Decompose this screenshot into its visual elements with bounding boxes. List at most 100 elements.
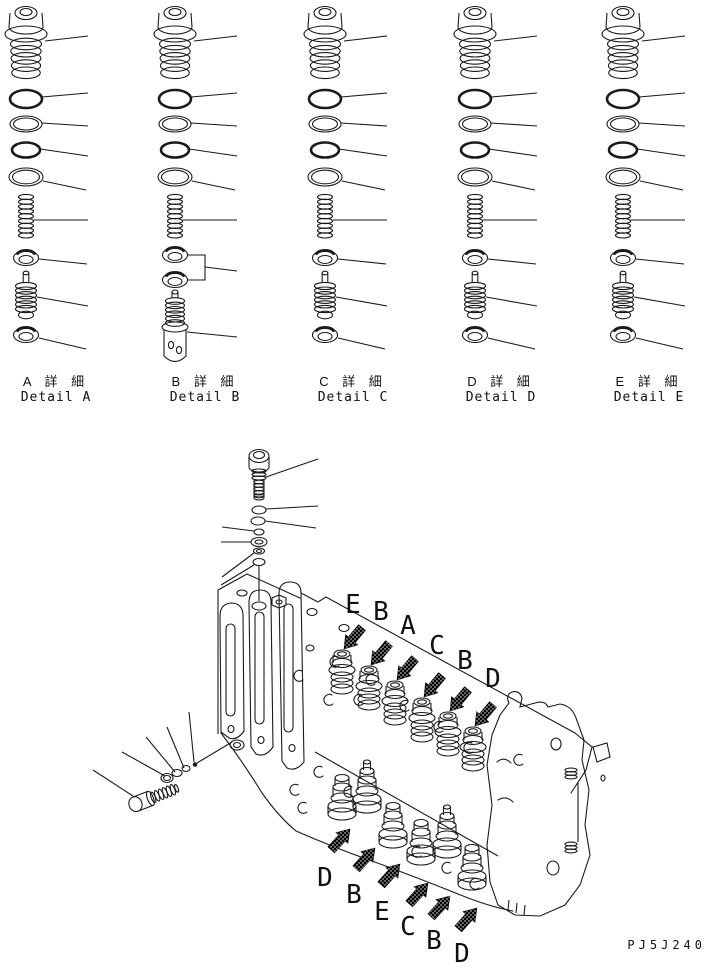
leader-line <box>490 92 538 98</box>
part-outline <box>14 5 38 21</box>
part-outline <box>411 705 433 717</box>
part-outline <box>355 785 379 797</box>
part-outline <box>160 772 174 784</box>
detail-label-d-en: Detail D <box>465 390 537 405</box>
body-outline <box>343 785 354 798</box>
part-outline <box>461 754 485 766</box>
ball <box>192 762 198 767</box>
part-outline <box>462 734 484 746</box>
exploded-bolt <box>128 784 180 813</box>
body-outline <box>157 26 193 35</box>
part-outline <box>463 300 487 309</box>
port-arrow-label-bottom-6: D <box>454 939 470 968</box>
part-outline <box>153 25 197 43</box>
part-outline <box>467 331 483 342</box>
part-outline <box>14 300 38 309</box>
part-outline <box>253 528 265 536</box>
part-outline <box>303 25 347 43</box>
port-arrow-label-top-6: D <box>485 664 501 694</box>
part-outline <box>166 232 184 239</box>
part-outline <box>357 687 381 699</box>
part-outline <box>378 835 408 849</box>
body-outline <box>300 592 576 734</box>
part-outline <box>252 557 266 567</box>
part-outline <box>159 59 191 72</box>
part-outline <box>463 295 487 304</box>
part-outline <box>318 7 332 17</box>
part-outline <box>611 300 635 309</box>
part-outline <box>383 714 407 726</box>
part-outline <box>410 731 434 743</box>
part-outline <box>14 286 38 295</box>
body-outline <box>16 325 36 332</box>
part-outline <box>251 601 267 611</box>
part-outline <box>614 310 632 320</box>
part-outline <box>161 117 189 131</box>
part-outline <box>255 548 263 554</box>
body-outline <box>323 693 334 706</box>
part-outline <box>162 774 172 782</box>
part-outline <box>611 286 635 295</box>
leader-line <box>341 180 386 191</box>
part-outline <box>413 697 431 707</box>
part-outline <box>252 450 266 460</box>
part-outline <box>458 37 492 51</box>
port-arrow-label-bottom-3: E <box>374 897 390 927</box>
body-outline <box>457 26 493 35</box>
part-outline <box>159 44 191 58</box>
detail-label-c-en: Detail C <box>317 390 389 405</box>
part-outline <box>330 677 354 689</box>
body-outline <box>613 325 633 332</box>
body-outline <box>315 325 335 332</box>
part-outline <box>313 281 337 291</box>
part-outline <box>158 37 192 51</box>
leader-line <box>36 296 89 307</box>
leader-line <box>121 751 166 777</box>
part-outline <box>442 713 454 719</box>
part-outline <box>164 301 186 310</box>
leader-line <box>193 35 238 42</box>
part-outline <box>406 852 436 866</box>
detail-label-b: B 詳 細 Detail B <box>170 374 241 406</box>
part-outline <box>360 665 378 675</box>
part-outline <box>389 682 401 688</box>
part-outline <box>467 254 483 265</box>
part-outline <box>316 310 334 320</box>
part-outline <box>333 649 351 659</box>
body-outline <box>465 248 485 255</box>
port-arrow-label-bottom-1: D <box>317 863 333 893</box>
part-outline <box>471 270 479 276</box>
part-outline <box>313 5 337 21</box>
part-outline <box>357 699 381 711</box>
part-outline <box>607 141 639 159</box>
part-outline <box>611 291 635 300</box>
part-outline <box>408 711 436 725</box>
part-outline <box>171 768 183 778</box>
part-outline <box>164 310 186 319</box>
part-outline <box>386 680 404 690</box>
leader-line <box>638 122 686 127</box>
body-outline <box>8 26 44 35</box>
part-outline <box>381 694 409 708</box>
part-outline <box>432 845 462 859</box>
part-outline <box>439 811 455 821</box>
part-outline <box>168 7 182 17</box>
part-outline <box>171 289 179 295</box>
port-arrow-label-top-3: A <box>400 611 416 641</box>
part-outline <box>22 270 30 276</box>
part-outline <box>550 737 562 751</box>
part-outline <box>8 167 44 187</box>
body-outline <box>592 742 611 763</box>
leader-line <box>145 736 176 773</box>
part-outline <box>254 539 264 545</box>
body-outline <box>313 765 324 778</box>
leader-line <box>188 148 238 157</box>
part-outline <box>14 304 38 314</box>
body-outline <box>293 669 304 682</box>
part-outline <box>459 52 491 65</box>
detail-label-e-jp: E 詳 細 <box>615 374 683 389</box>
port-arrow-label-bottom-4: C <box>400 912 416 942</box>
part-outline <box>608 66 638 80</box>
part-outline <box>159 141 191 159</box>
